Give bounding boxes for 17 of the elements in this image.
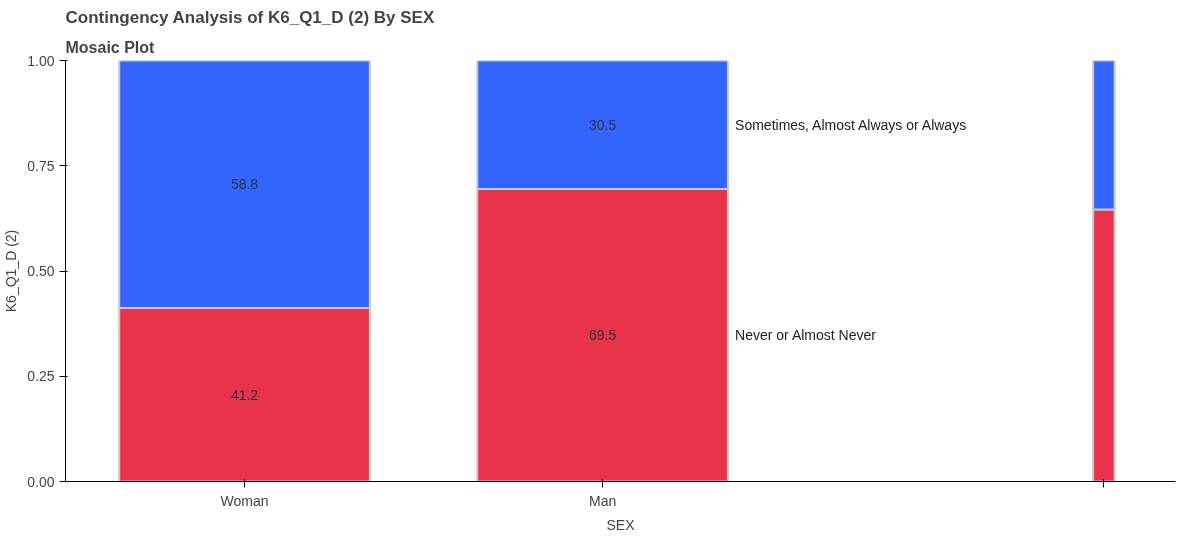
series-label: Never or Almost Never xyxy=(735,327,877,344)
y-tick-label: 0.50 xyxy=(27,263,55,279)
chart-title: Contingency Analysis of K6_Q1_D (2) By SEX xyxy=(65,7,435,27)
annotation: 69.5 xyxy=(588,327,617,344)
y-tick-label: 0.25 xyxy=(27,368,55,385)
y-axis-title: K6_Q1_D (2) xyxy=(3,229,20,313)
y-tick-label: 0.75 xyxy=(27,157,55,174)
y-tick-label: 1.00 xyxy=(27,52,55,69)
series-label: Sometimes, Almost Always or Always xyxy=(735,116,967,133)
chart-subtitle: Mosaic Plot xyxy=(65,38,156,56)
y-tick-label: 0.00 xyxy=(27,473,55,490)
x-axis-title: SEX xyxy=(606,516,636,533)
annotation: 30.5 xyxy=(588,116,617,133)
x-tick-label: Man xyxy=(588,492,617,509)
annotation: 58.8 xyxy=(230,176,259,193)
annotation: 41.2 xyxy=(230,386,259,403)
x-tick-label: Woman xyxy=(220,492,269,509)
